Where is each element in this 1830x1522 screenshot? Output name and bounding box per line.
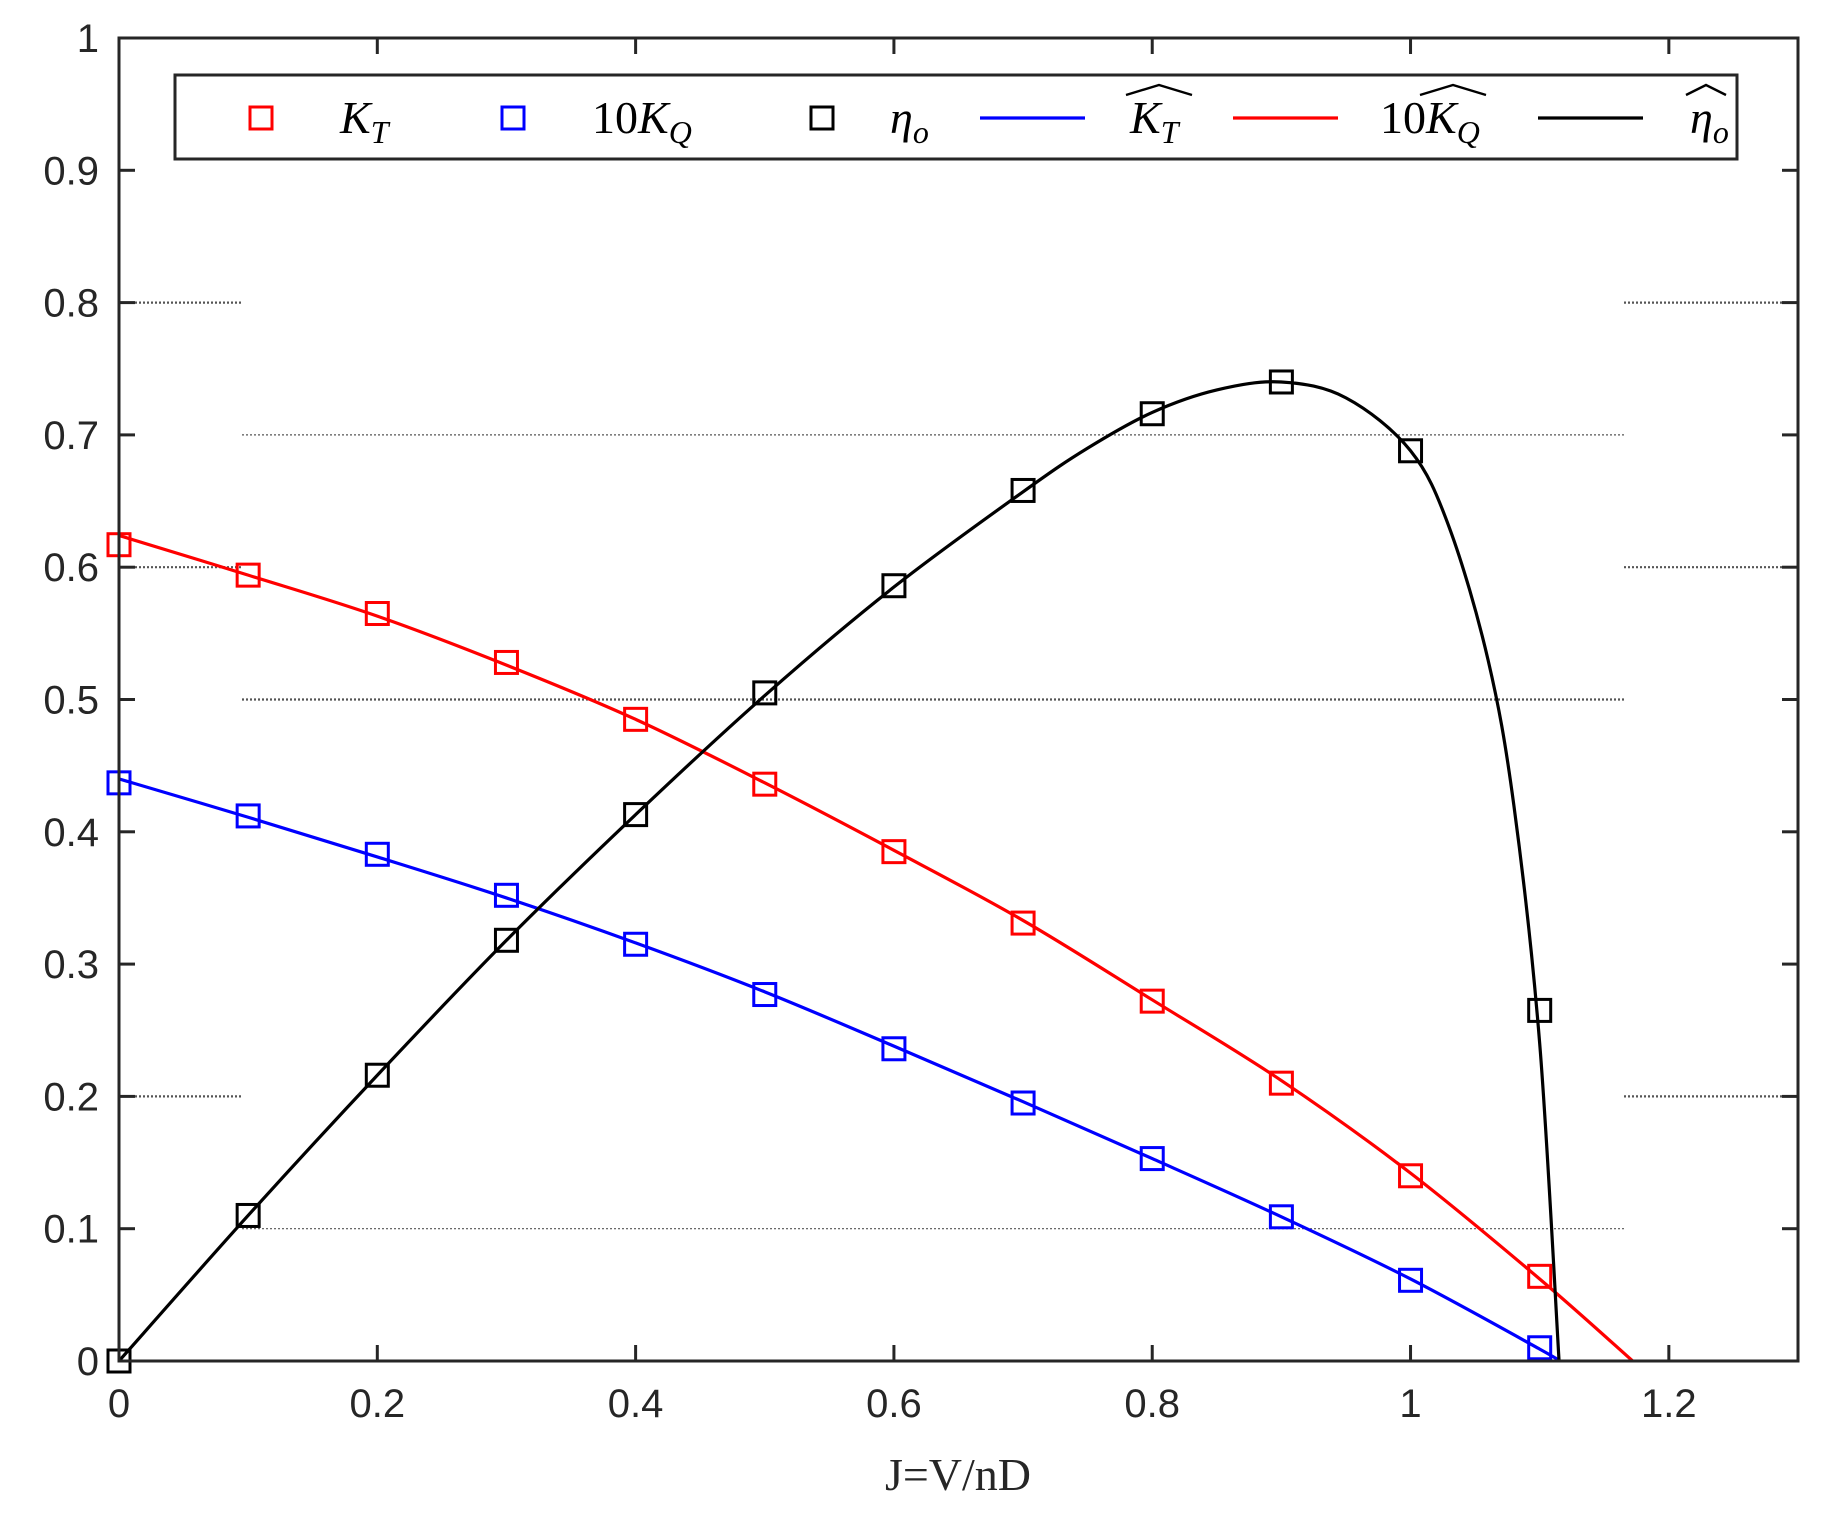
marker-k-t	[493, 649, 519, 675]
x-tick-label: 0.2	[350, 1382, 406, 1426]
legend-label: 10KQ	[1380, 92, 1480, 150]
x-tick-label: 0.8	[1124, 1382, 1180, 1426]
marker-10k-q	[1398, 1267, 1424, 1293]
x-axis-title: J=V/nD	[885, 1449, 1031, 1500]
legend-item: ηo	[1538, 83, 1729, 150]
marker-k-t	[364, 601, 390, 627]
marker-k-t	[752, 771, 778, 797]
marker-10k-q	[364, 841, 390, 867]
legend-marker-square-icon	[809, 105, 835, 131]
legend-label: 10KQ	[592, 92, 692, 150]
legend-item: 10KQ	[1233, 83, 1487, 150]
marker-10k-q	[881, 1036, 907, 1062]
marker-10k-q	[235, 803, 261, 829]
marker-10k-q	[1010, 1090, 1036, 1116]
legend-item: KT	[248, 92, 391, 150]
marker-eta-o	[623, 802, 649, 828]
y-tick-label: 0.6	[43, 546, 99, 590]
y-tick-label: 0.1	[43, 1208, 99, 1252]
legend-label: KT	[339, 92, 391, 150]
legend-label: KT	[1129, 92, 1181, 150]
legend-item: ηo	[809, 92, 929, 150]
y-tick-label: 0.9	[43, 149, 99, 193]
curve-eta-o-hat	[117, 380, 1561, 1363]
legend-marker-square-icon	[500, 105, 526, 131]
x-tick-label: 0.6	[866, 1382, 922, 1426]
marker-eta-o	[1398, 438, 1424, 464]
legend-marker-square-icon	[248, 105, 274, 131]
y-tick-label: 0.8	[43, 282, 99, 326]
y-tick-label: 1	[77, 17, 99, 61]
x-tick-label: 1.2	[1641, 1382, 1697, 1426]
marker-10k-q	[1268, 1204, 1294, 1230]
hat-accent-icon	[1125, 83, 1193, 97]
marker-10k-q	[493, 882, 519, 908]
marker-eta-o	[364, 1062, 390, 1088]
marker-k-t	[881, 839, 907, 865]
marker-10k-q	[1139, 1146, 1165, 1172]
hat-accent-icon	[1419, 83, 1487, 97]
y-tick-label: 0.2	[43, 1075, 99, 1119]
x-tick-label: 1	[1399, 1382, 1421, 1426]
y-tick-label: 0.3	[43, 943, 99, 987]
x-tick-label: 0	[108, 1382, 130, 1426]
marker-10k-q	[752, 982, 778, 1008]
marker-k-t	[235, 562, 261, 588]
x-axis-ticks: 0 0.2 0.4 0.6 0.8 1 1.2	[108, 38, 1697, 1426]
marker-eta-o	[235, 1202, 261, 1228]
legend-label: ηo	[1690, 92, 1729, 150]
marker-eta-o	[1010, 477, 1036, 503]
y-tick-label: 0	[77, 1340, 99, 1384]
marker-eta-o	[752, 680, 778, 706]
marker-k-t	[1010, 910, 1036, 936]
y-tick-label: 0.4	[43, 811, 99, 855]
curve-k-t-hat	[118, 777, 1560, 1363]
marker-eta-o	[1139, 401, 1165, 427]
legend-item: KT	[980, 83, 1193, 150]
marker-k-t	[1527, 1263, 1553, 1289]
marker-10k-q	[623, 931, 649, 957]
y-tick-label: 0.5	[43, 679, 99, 723]
legend: KT 10KQ ηo KT 10KQ ηo	[173, 73, 1739, 161]
legend-box	[173, 73, 1739, 161]
marker-eta-o	[493, 927, 519, 953]
y-axis-ticks: 0 0.1 0.2 0.3 0.4 0.5 0.6 0.7 0.8 0.9 1	[43, 17, 1798, 1384]
x-tick-label: 0.4	[608, 1382, 664, 1426]
marker-k-t	[1268, 1070, 1294, 1096]
marker-eta-o	[1268, 369, 1294, 395]
marker-eta-o	[881, 573, 907, 599]
y-tick-label: 0.7	[43, 414, 99, 458]
marker-k-t	[1398, 1163, 1424, 1189]
gridlines	[119, 301, 1798, 1230]
marker-k-t	[623, 706, 649, 732]
hat-accent-icon	[1685, 83, 1727, 97]
legend-item: 10KQ	[500, 92, 692, 150]
marker-10k-q	[1527, 1335, 1553, 1361]
marker-eta-o	[1527, 997, 1553, 1023]
legend-label: ηo	[890, 92, 929, 150]
marker-k-t	[1139, 988, 1165, 1014]
